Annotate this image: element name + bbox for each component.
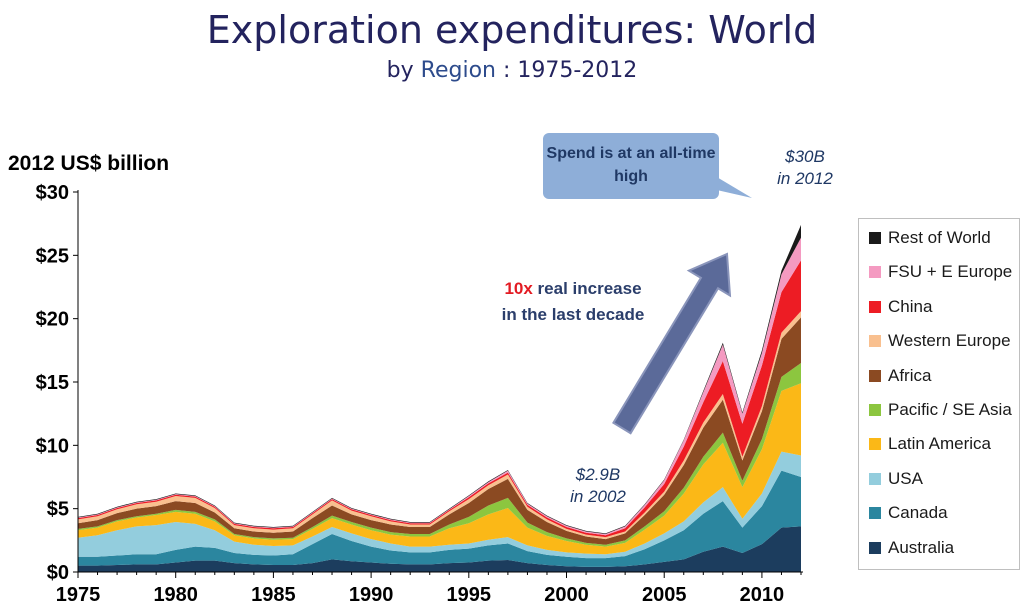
- increase-line-2: in the last decade: [501, 305, 645, 324]
- y-tick-label: $30: [36, 182, 69, 204]
- legend-item-latin-america: Latin America: [869, 434, 991, 454]
- chart-title: Exploration expenditures: World: [206, 8, 818, 52]
- legend-swatch: [869, 438, 881, 451]
- peak-value-label: $30B: [785, 147, 825, 166]
- x-tick-label: 2010: [740, 584, 785, 606]
- legend-label: Australia: [888, 537, 955, 557]
- x-tick-label: 1985: [251, 584, 296, 606]
- legend-swatch: [869, 266, 881, 279]
- y-tick-label: $5: [47, 499, 69, 521]
- legend-label: China: [888, 296, 933, 316]
- legend-label: Pacific / SE Asia: [888, 400, 1012, 419]
- increase-arrow: [612, 252, 732, 435]
- peak-annotation: $30B in 2012: [770, 146, 840, 190]
- x-tick-label: 1975: [56, 584, 101, 606]
- increase-rest: real increase: [532, 279, 642, 298]
- increase-strong: 10x: [504, 279, 533, 298]
- x-tick-label: 2000: [544, 584, 589, 606]
- legend: Rest of World FSU + E Europe China Western …: [858, 218, 1020, 570]
- low-annotation: $2.9B in 2002: [558, 464, 638, 508]
- legend-item-canada: Canada: [869, 503, 948, 523]
- increase-line-1: 10x real increase: [468, 276, 678, 302]
- area-canada: [78, 470, 801, 567]
- legend-label: Latin America: [888, 434, 991, 454]
- y-tick-label: $20: [36, 309, 69, 331]
- legend-label: USA: [888, 468, 923, 488]
- y-tick-label: $0: [47, 562, 69, 584]
- legend-label: Canada: [888, 503, 948, 523]
- legend-label: Western Europe: [888, 331, 1011, 351]
- legend-label: Rest of World: [888, 228, 991, 247]
- legend-swatch: [869, 300, 881, 313]
- low-year-label: in 2002: [570, 487, 626, 506]
- x-tick-label: 1995: [447, 584, 492, 606]
- chart-subtitle: by Region : 1975-2012: [0, 58, 1024, 83]
- legend-item-china: China: [869, 297, 932, 317]
- subtitle-suffix: : 1975-2012: [495, 58, 638, 83]
- legend-swatch: [869, 472, 881, 485]
- area-australia: [78, 526, 801, 572]
- low-value-label: $2.9B: [575, 465, 621, 484]
- increase-annotation: 10x real increase in the last decade: [468, 276, 678, 328]
- y-tick-label: $10: [36, 435, 69, 457]
- y-axis-label: 2012 US$ billion: [8, 152, 170, 175]
- legend-swatch: [869, 369, 881, 382]
- legend-item-usa: USA: [869, 469, 923, 489]
- y-tick-label: $25: [36, 245, 69, 267]
- legend-item-fsu-e-europe: FSU + E Europe: [869, 262, 1012, 282]
- x-tick-label: 1990: [349, 584, 394, 606]
- legend-item-australia: Australia: [869, 538, 954, 558]
- subtitle-accent: Region: [420, 58, 496, 83]
- area-usa: [78, 451, 801, 559]
- legend-swatch: [869, 507, 881, 520]
- legend-swatch: [869, 541, 881, 554]
- legend-swatch: [869, 232, 881, 244]
- y-tick-label: $15: [36, 372, 69, 394]
- peak-year-label: in 2012: [777, 169, 833, 188]
- legend-item-western-europe: Western Europe: [869, 331, 1011, 351]
- callout-bubble: Spend is at an all-time high: [543, 133, 719, 199]
- legend-item-rest-of-world: Rest of World: [869, 228, 991, 248]
- legend-label: FSU + E Europe: [888, 262, 1013, 282]
- subtitle-prefix: by: [386, 58, 421, 83]
- legend-swatch: [869, 404, 881, 416]
- legend-swatch: [869, 335, 881, 348]
- legend-item-africa: Africa: [869, 366, 931, 386]
- x-tick-label: 2005: [642, 584, 687, 606]
- legend-label: Africa: [888, 365, 932, 385]
- x-tick-label: 1980: [153, 584, 198, 606]
- legend-item-pacific-se-asia: Pacific / SE Asia: [869, 400, 1012, 420]
